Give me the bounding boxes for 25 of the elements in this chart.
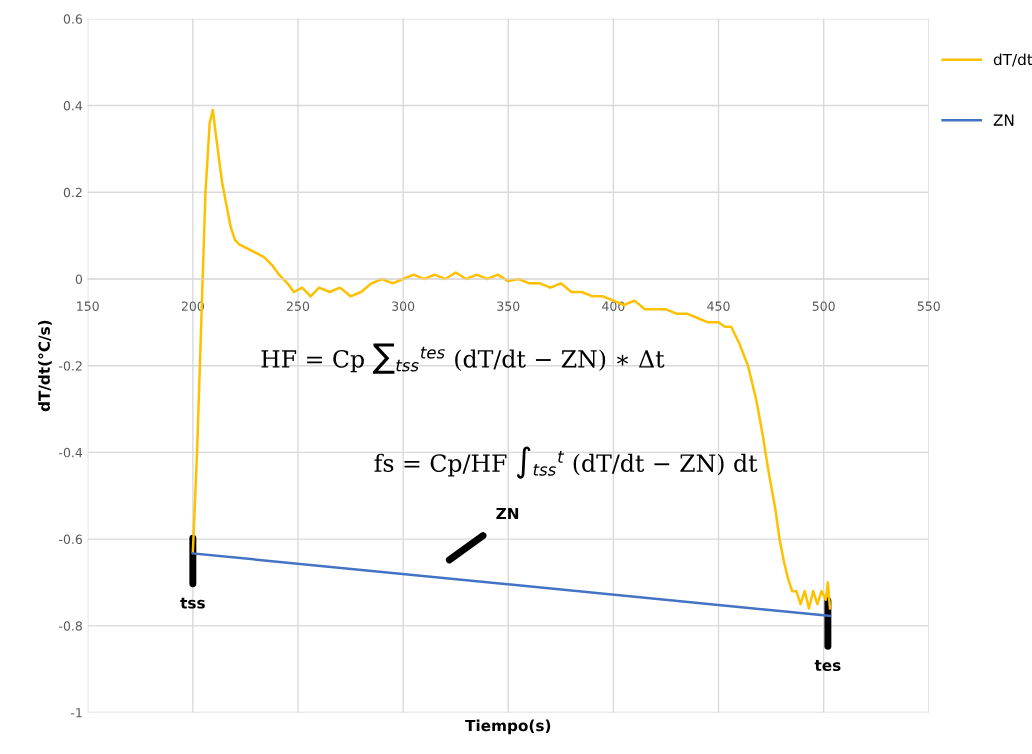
x-tick-label: 250: [286, 301, 310, 311]
legend-label: dT/dt: [993, 53, 1032, 67]
annotation: fs = Cp/HF ∫$_{tss}$$^{t}$ (dT/dt − ZN) dt: [374, 446, 758, 479]
annotation: tes: [814, 660, 841, 672]
legend-label: ZN: [993, 114, 1014, 126]
y-tick-label: -0.4: [59, 447, 83, 458]
annotation: ZN: [496, 507, 519, 520]
x-axis-title: Tiempo(s): [465, 719, 551, 735]
x-tick-label: 150: [77, 301, 99, 311]
annotation: tss: [180, 597, 205, 609]
x-tick-label: 300: [392, 301, 415, 311]
x-tick-label: 450: [707, 301, 730, 311]
x-tick-label: 350: [497, 301, 520, 311]
y-tick-label: 0.2: [63, 187, 82, 198]
y-tick-label: -1: [71, 708, 82, 718]
y-tick-label: 0.6: [63, 14, 83, 24]
y-tick-label: 0.4: [63, 101, 83, 111]
annotation: HF = Cp ∑$_{tss}$$^{tes}$ (dT/dt − ZN) ∗ Δt: [261, 343, 665, 374]
y-axis-title: dT/dt(°C/s): [38, 320, 52, 412]
y-tick-label: -0.6: [59, 534, 83, 545]
x-tick-label: 550: [917, 301, 940, 311]
y-tick-label: -0.8: [59, 621, 82, 631]
x-tick-label: 500: [812, 301, 835, 311]
y-tick-label: 0: [75, 274, 83, 284]
y-tick-label: -0.2: [59, 361, 82, 371]
